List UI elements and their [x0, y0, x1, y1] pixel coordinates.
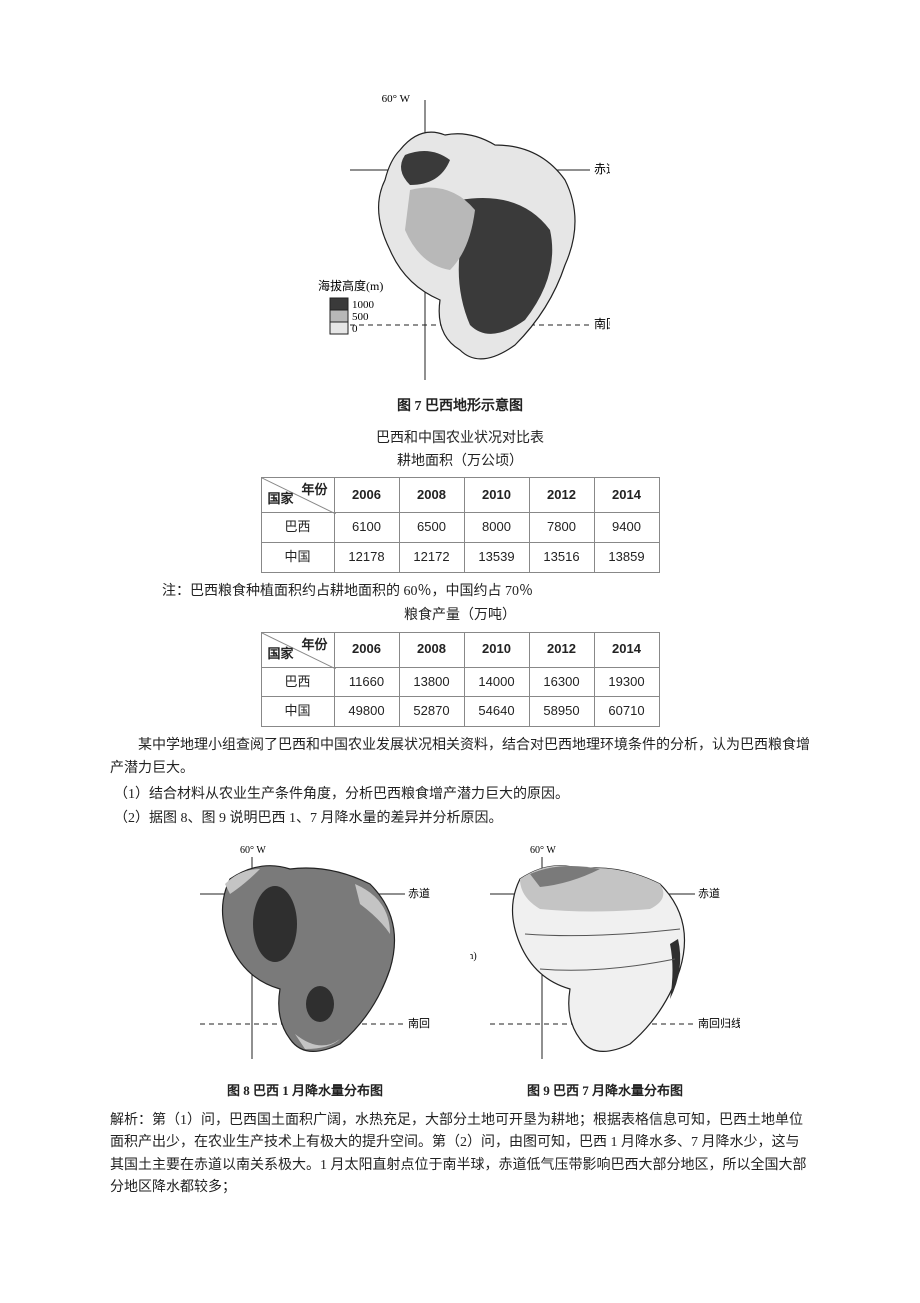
table-row: 中国 49800 52870 54640 58950 60710	[261, 697, 659, 727]
question-1: （1）结合材料从农业生产条件角度，分析巴西粮食增产潜力巨大的原因。	[114, 784, 810, 806]
svg-text:500: 500	[352, 311, 369, 323]
analysis-text: 解析：第（1）问，巴西国土面积广阔，水热充足，大部分土地可开垦为耕地；根据表格信…	[110, 1110, 810, 1200]
figure-8-caption: 图 8 巴西 1 月降水量分布图	[180, 1081, 430, 1102]
figure-7-caption: 图 7 巴西地形示意图	[110, 396, 810, 418]
diag-header: 年份 国家	[261, 478, 334, 513]
figure-9-caption: 图 9 巴西 7 月降水量分布图	[470, 1081, 740, 1102]
yield-table: 年份 国家 2006 2008 2010 2012 2014 巴西 11660 …	[261, 632, 660, 728]
figures-8-9: 60° W 赤道 南回归线 图 8 巴西 1 月降水量分布图 60° W 赤道 …	[110, 839, 810, 1102]
table2-subtitle: 粮食产量（万吨）	[110, 605, 810, 627]
brazil-terrain-map: 60° W 赤道 南回归线 海拔高度(m) 1000 500 0	[310, 90, 610, 390]
area-table: 年份 国家 2006 2008 2010 2012 2014 巴西 6100 6…	[261, 477, 660, 573]
svg-text:60° W: 60° W	[530, 845, 556, 856]
question-2: （2）据图 8、图 9 说明巴西 1、7 月降水量的差异并分析原因。	[114, 808, 810, 830]
tropic-label: 南回归线	[594, 316, 610, 331]
brazil-jul-precip-map: 60° W 赤道 南回归线 等降水量 (mm) 300	[470, 839, 740, 1069]
table-note: 注：巴西粮食种植面积约占耕地面积的 60％，中国约占 70％	[162, 581, 810, 603]
brazil-jan-precip-map: 60° W 赤道 南回归线	[180, 839, 430, 1069]
svg-text:等降水量 (mm): 等降水量 (mm)	[470, 949, 477, 962]
svg-text:赤道: 赤道	[698, 886, 720, 900]
equator-label: 赤道	[594, 162, 610, 176]
svg-text:1000: 1000	[352, 299, 375, 311]
svg-text:南回归线: 南回归线	[698, 1016, 740, 1030]
table-row: 巴西 11660 13800 14000 16300 19300	[261, 667, 659, 697]
legend-title: 海拔高度(m)	[318, 278, 383, 293]
table1-subtitle: 耕地面积（万公顷）	[110, 451, 810, 473]
table-row: 巴西 6100 6500 8000 7800 9400	[261, 513, 659, 543]
intro-paragraph: 某中学地理小组查阅了巴西和中国农业发展状况相关资料，结合对巴西地理环境条件的分析…	[110, 735, 810, 780]
svg-text:60° W: 60° W	[240, 845, 266, 856]
figure-7: 60° W 赤道 南回归线 海拔高度(m) 1000 500 0	[110, 90, 810, 390]
svg-text:0: 0	[352, 323, 358, 335]
diag-header: 年份 国家	[261, 632, 334, 667]
table-row: 中国 12178 12172 13539 13516 13859	[261, 542, 659, 572]
table-main-title: 巴西和中国农业状况对比表	[110, 428, 810, 450]
svg-text:赤道: 赤道	[408, 886, 430, 900]
svg-text:南回归线: 南回归线	[408, 1016, 430, 1030]
lon-label: 60° W	[382, 93, 411, 105]
